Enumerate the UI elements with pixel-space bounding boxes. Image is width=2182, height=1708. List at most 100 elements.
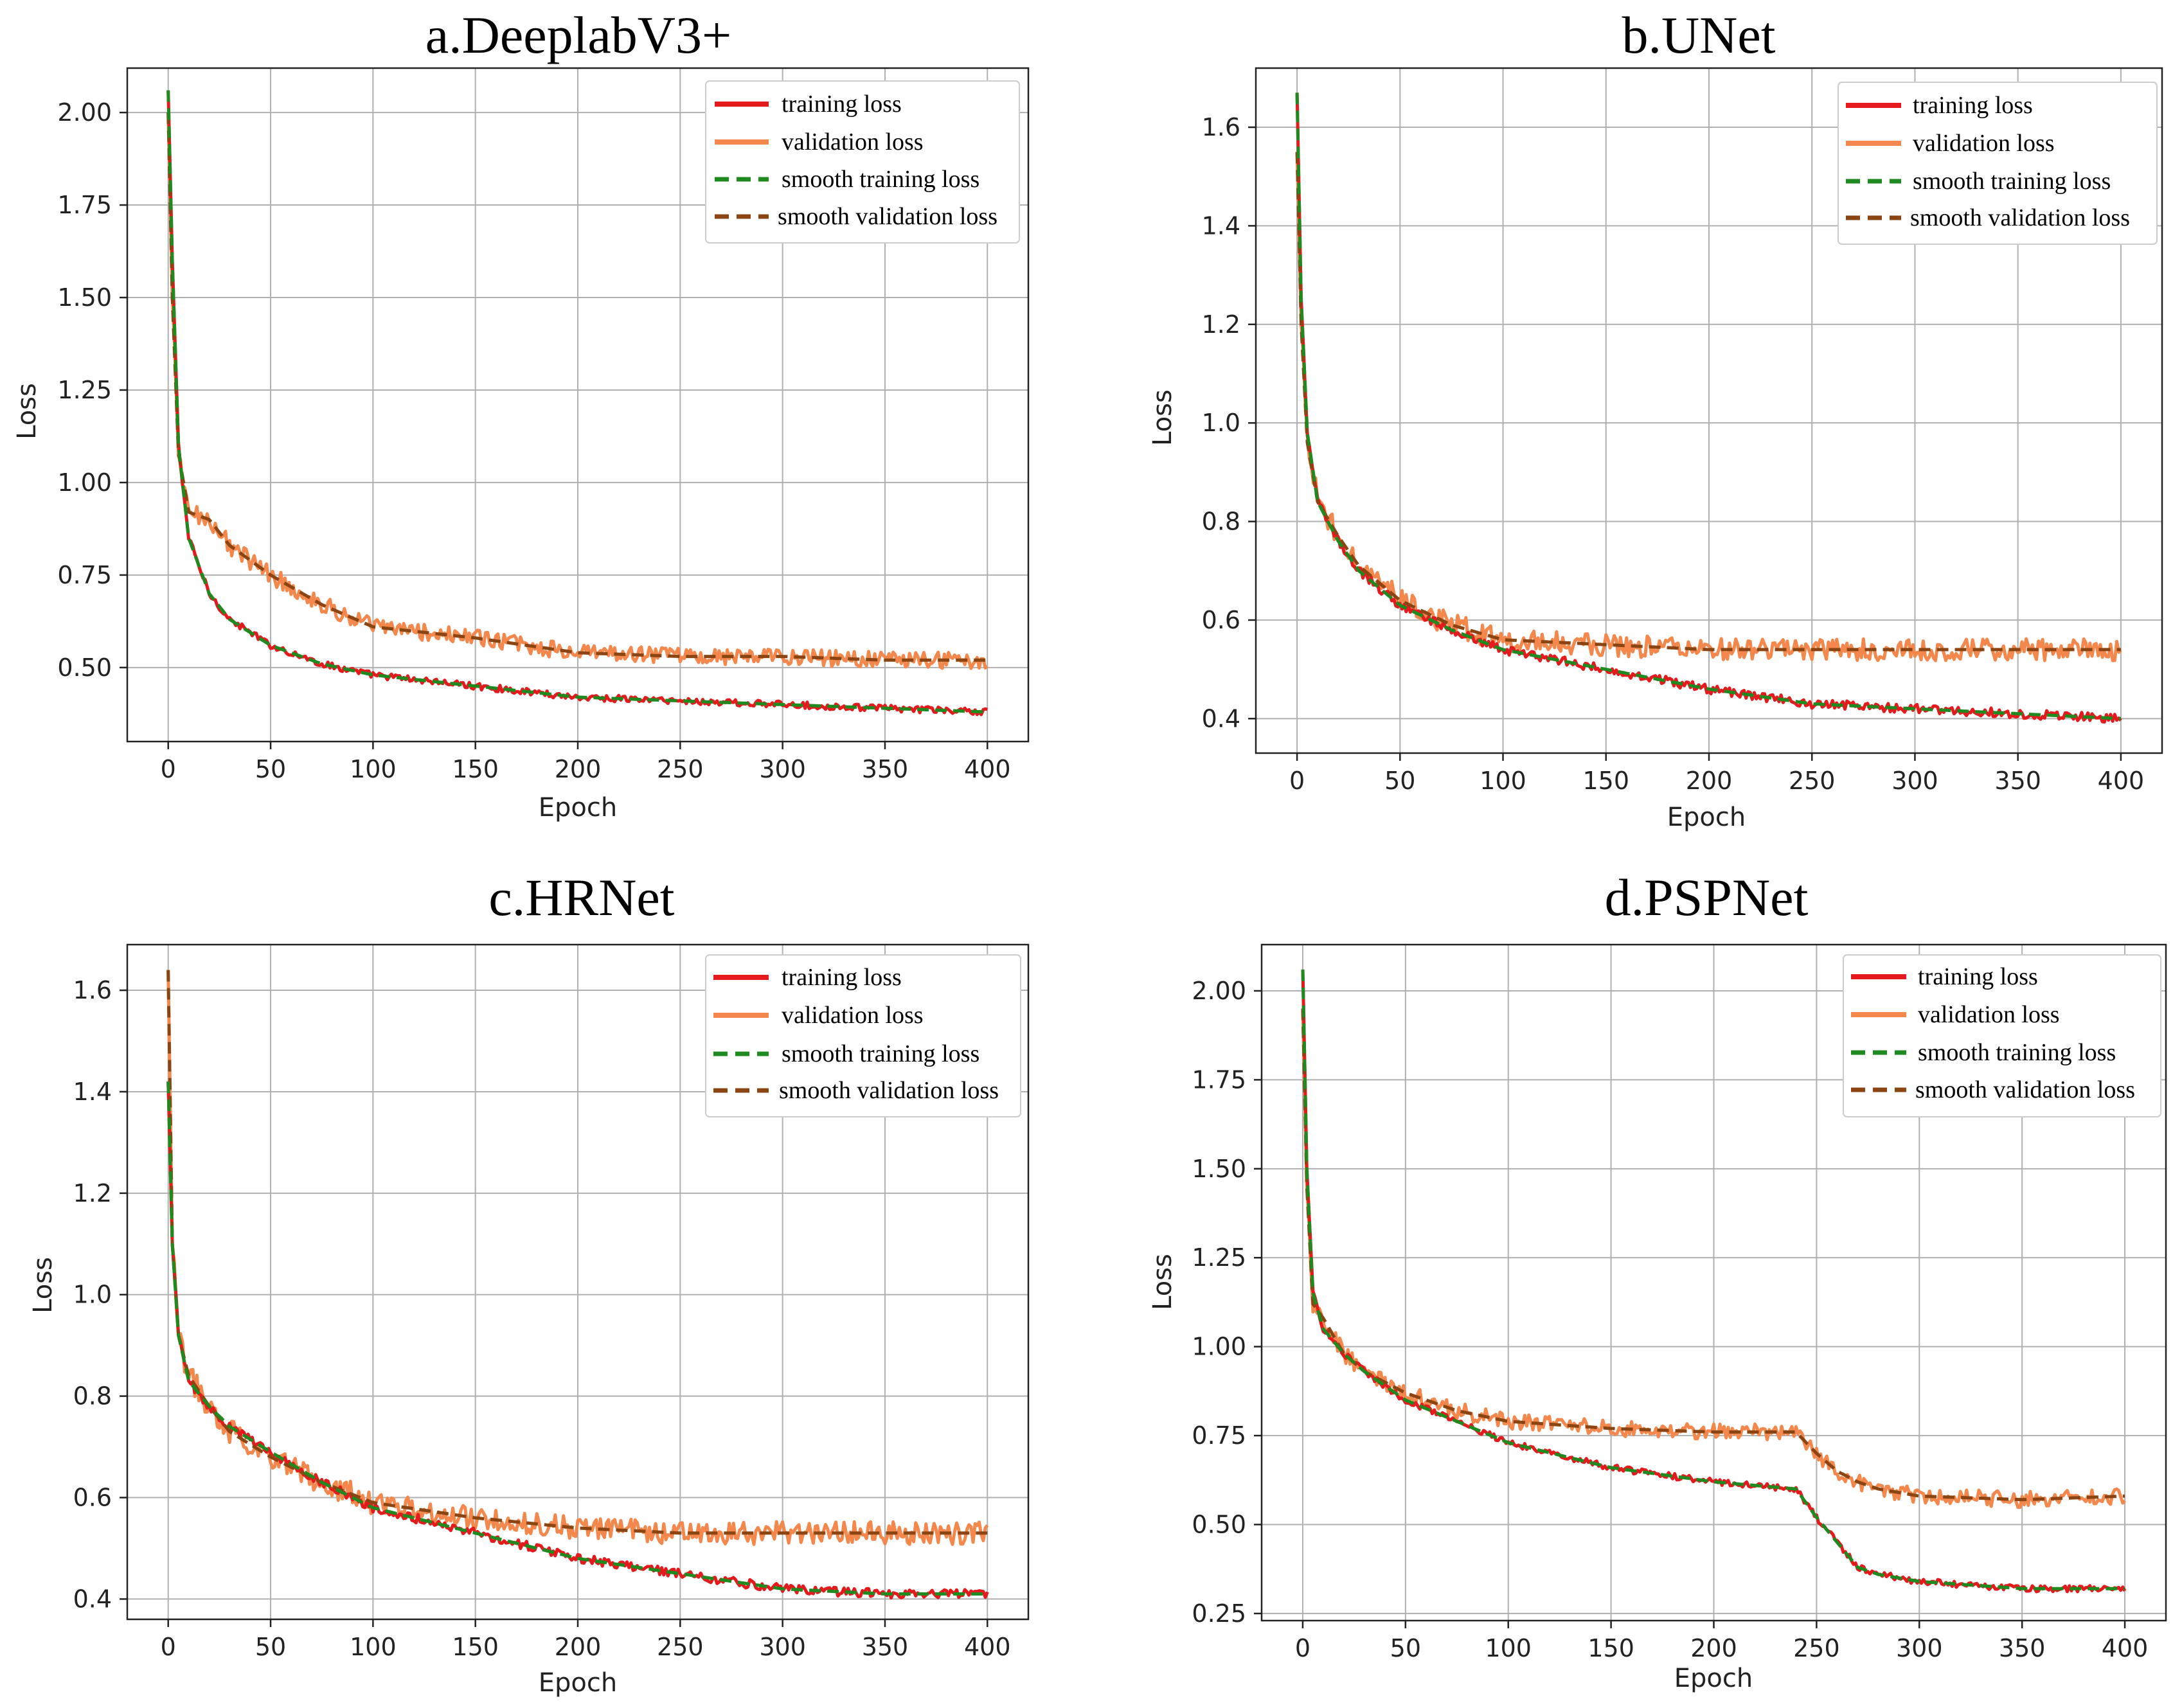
chart-title: a.DeeplabV3+: [425, 6, 732, 64]
x-tick-label: 50: [255, 755, 286, 783]
legend-label-validation: validation loss: [1913, 130, 2055, 157]
y-tick-label: 0.50: [57, 654, 112, 682]
y-tick-label: 1.00: [1192, 1333, 1246, 1361]
series-lines: [166, 90, 988, 716]
y-tick-label: 2.00: [57, 98, 112, 127]
x-axis-label: Epoch: [1667, 803, 1746, 832]
x-tick-label: 350: [1999, 1634, 2046, 1662]
legend-label-smooth-training: smooth training loss: [782, 1040, 979, 1067]
x-tick-label: 150: [1587, 1634, 1634, 1662]
ticks: 0 50 100 150 200 250 300 350 400 0.50 0.75 1.00 1.25…: [57, 98, 1010, 783]
x-tick-label: 50: [255, 1633, 286, 1661]
x-axis-label: Epoch: [1674, 1664, 1753, 1693]
x-tick-label: 350: [1994, 767, 2041, 795]
y-tick-label: 0.25: [1192, 1599, 1246, 1628]
y-tick-label: 1.6: [1202, 113, 1240, 141]
legend-label-training: training loss: [782, 964, 902, 991]
grid: [127, 68, 1028, 742]
y-tick-label: 1.75: [57, 191, 112, 219]
chart-title: d.PSPNet: [1605, 868, 1809, 927]
y-tick-label: 2.00: [1192, 977, 1246, 1005]
legend-label-training: training loss: [1918, 963, 2038, 990]
x-tick-label: 150: [452, 755, 499, 783]
series-clip: [1301, 969, 2127, 1594]
series-lines: [1301, 969, 2127, 1594]
line-smooth-validation-loss: [166, 112, 988, 662]
x-tick-label: 300: [1891, 767, 1938, 795]
x-tick-label: 100: [1480, 767, 1526, 795]
x-tick-label: 400: [964, 1633, 1011, 1661]
legend: training loss validation loss smooth tra…: [705, 954, 1021, 1117]
y-tick-label: 1.2: [1202, 310, 1240, 339]
series-clip: [1295, 93, 2122, 724]
line-validation-loss: [166, 970, 989, 1546]
panel-unet: b.UNet 0 50 100 150 200 250 300 350 400 0.4 0.6 0.8…: [1148, 6, 2163, 832]
y-tick-label: 1.75: [1192, 1065, 1246, 1094]
y-tick-label: 1.25: [1192, 1243, 1246, 1272]
x-tick-label: 50: [1384, 767, 1415, 795]
y-tick-label: 0.50: [1192, 1511, 1246, 1539]
line-validation-loss: [166, 112, 988, 670]
x-tick-label: 200: [555, 1633, 602, 1661]
x-tick-label: 250: [657, 755, 704, 783]
series-clip: [166, 970, 989, 1600]
legend-label-smooth-training: smooth training loss: [782, 166, 979, 193]
legend-box: [705, 80, 1020, 244]
x-tick-label: 100: [350, 1633, 397, 1661]
ticks: 0 50 100 150 200 250 300 350 400 0.4 0.6 0.8 1.0 1.2 1…: [1202, 113, 2145, 795]
line-smooth-training-loss: [1295, 93, 2121, 720]
line-smooth-training-loss: [166, 1081, 988, 1596]
y-tick-label: 1.25: [57, 376, 112, 404]
legend-label-smooth-validation: smooth validation loss: [778, 203, 997, 230]
y-tick-label: 0.6: [1202, 606, 1240, 634]
legend-box: [705, 954, 1021, 1117]
legend: training loss validation loss smooth tra…: [705, 80, 1020, 244]
x-tick-label: 100: [1485, 1634, 1532, 1662]
x-tick-label: 400: [964, 755, 1011, 783]
x-tick-label: 400: [2098, 767, 2145, 795]
grid: [1262, 945, 2166, 1621]
series-lines: [1295, 93, 2122, 724]
chart-title: b.UNet: [1622, 6, 1775, 64]
x-tick-label: 150: [452, 1633, 499, 1661]
y-tick-label: 1.0: [73, 1281, 112, 1309]
x-tick-label: 200: [555, 755, 602, 783]
y-tick-label: 0.75: [1192, 1421, 1246, 1450]
y-axis-label: Loss: [12, 383, 42, 440]
y-tick-label: 0.8: [73, 1382, 112, 1410]
x-tick-label: 250: [1789, 767, 1836, 795]
y-tick-label: 0.4: [73, 1585, 112, 1613]
legend-box: [1838, 82, 2158, 245]
legend-box: [1843, 954, 2161, 1117]
line-smooth-validation-loss: [1301, 1008, 2125, 1502]
legend-label-smooth-validation: smooth validation loss: [1915, 1076, 2135, 1103]
y-tick-label: 1.50: [1192, 1155, 1246, 1183]
x-tick-label: 0: [1295, 1634, 1310, 1662]
x-tick-label: 300: [759, 755, 806, 783]
x-tick-label: 50: [1390, 1634, 1421, 1662]
chart-title: c.HRNet: [488, 868, 674, 927]
panel-hrnet: c.HRNet 0 50 100 150 200 250 300 350 400 0.4 0.6 0.…: [28, 868, 1030, 1698]
x-tick-label: 300: [759, 1633, 806, 1661]
series-clip: [166, 90, 988, 716]
x-tick-label: 200: [1690, 1634, 1737, 1662]
line-validation-loss: [1301, 1008, 2126, 1509]
ticks: 0 50 100 150 200 250 300 350 400 0.25 0.50 0.75 1.00…: [1192, 977, 2148, 1662]
line-smooth-validation-loss: [1295, 152, 2121, 652]
y-tick-label: 1.0: [1202, 409, 1240, 437]
x-tick-label: 400: [2102, 1634, 2149, 1662]
legend-label-validation: validation loss: [782, 129, 924, 156]
legend-label-training: training loss: [782, 91, 902, 118]
legend-label-validation: validation loss: [782, 1002, 924, 1029]
y-axis-label: Loss: [28, 1257, 58, 1313]
x-tick-label: 100: [350, 755, 397, 783]
y-tick-label: 0.4: [1202, 704, 1240, 733]
y-tick-label: 1.4: [1202, 211, 1240, 240]
x-axis-label: Epoch: [539, 1668, 617, 1698]
x-axis-label: Epoch: [539, 793, 617, 823]
x-tick-label: 250: [1793, 1634, 1840, 1662]
x-tick-label: 0: [1289, 767, 1305, 795]
y-tick-label: 0.8: [1202, 508, 1240, 536]
x-tick-label: 0: [161, 1633, 176, 1661]
